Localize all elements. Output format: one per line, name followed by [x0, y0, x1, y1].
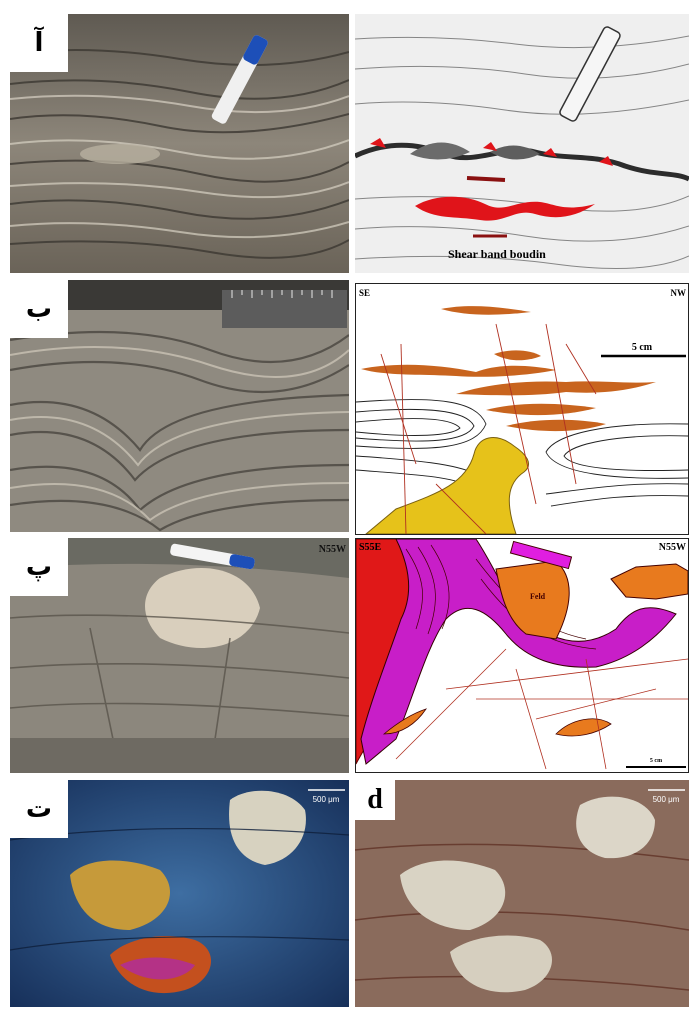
granite-intrusion — [365, 437, 529, 534]
orientation-s55e: S55E — [359, 542, 382, 553]
ruler-icon — [222, 290, 347, 328]
row-c-interpretation-drawing: Feld S55E N55W 5 cm — [355, 538, 689, 773]
row-a-interpretation-drawing: Shear band boudin — [355, 14, 689, 273]
row-b-outcrop-photo: ب — [10, 280, 349, 532]
shear-band-boudin-caption: Shear band boudin — [448, 247, 546, 261]
row-d-label: ت — [10, 780, 68, 838]
row-b-label: ب — [10, 280, 68, 338]
feld-label: Feld — [530, 592, 546, 601]
marker-pen-icon — [211, 35, 268, 124]
mineral-grain — [70, 860, 170, 930]
row-a-outcrop-photo: آ — [10, 14, 349, 273]
mineral-grain — [400, 860, 506, 930]
row-c-label: پ — [10, 538, 68, 596]
row-c-outcrop-photo: N55W پ — [10, 538, 349, 773]
mineral-grain — [450, 935, 552, 993]
photo-orientation-label: N55W — [319, 544, 346, 555]
marker-pen-icon — [170, 543, 255, 570]
magenta-folded-layer — [360, 539, 677, 765]
row-a-label: آ — [10, 14, 68, 72]
marker-pen-icon — [559, 26, 621, 122]
orientation-n55w: N55W — [659, 542, 686, 553]
row-d-right-label: d — [355, 780, 395, 820]
orientation-nw: NW — [671, 288, 687, 298]
scale-label: 5 cm — [650, 758, 662, 764]
marker-pen-icon — [509, 540, 573, 570]
row-d-micrograph-xpl: 500 μm ت — [10, 780, 349, 1007]
micro-scale-label: 500 μm — [313, 795, 340, 804]
scale-label: 5 cm — [632, 342, 653, 353]
orientation-se: SE — [359, 288, 370, 298]
micro-scale-label: 500 μm — [653, 795, 680, 804]
row-b-interpretation-drawing: SE NW 5 cm — [355, 283, 689, 535]
feldspar-block — [495, 560, 570, 640]
row-d-micrograph-ppl: 500 μm d — [355, 780, 689, 1007]
boudin-band — [415, 196, 595, 221]
